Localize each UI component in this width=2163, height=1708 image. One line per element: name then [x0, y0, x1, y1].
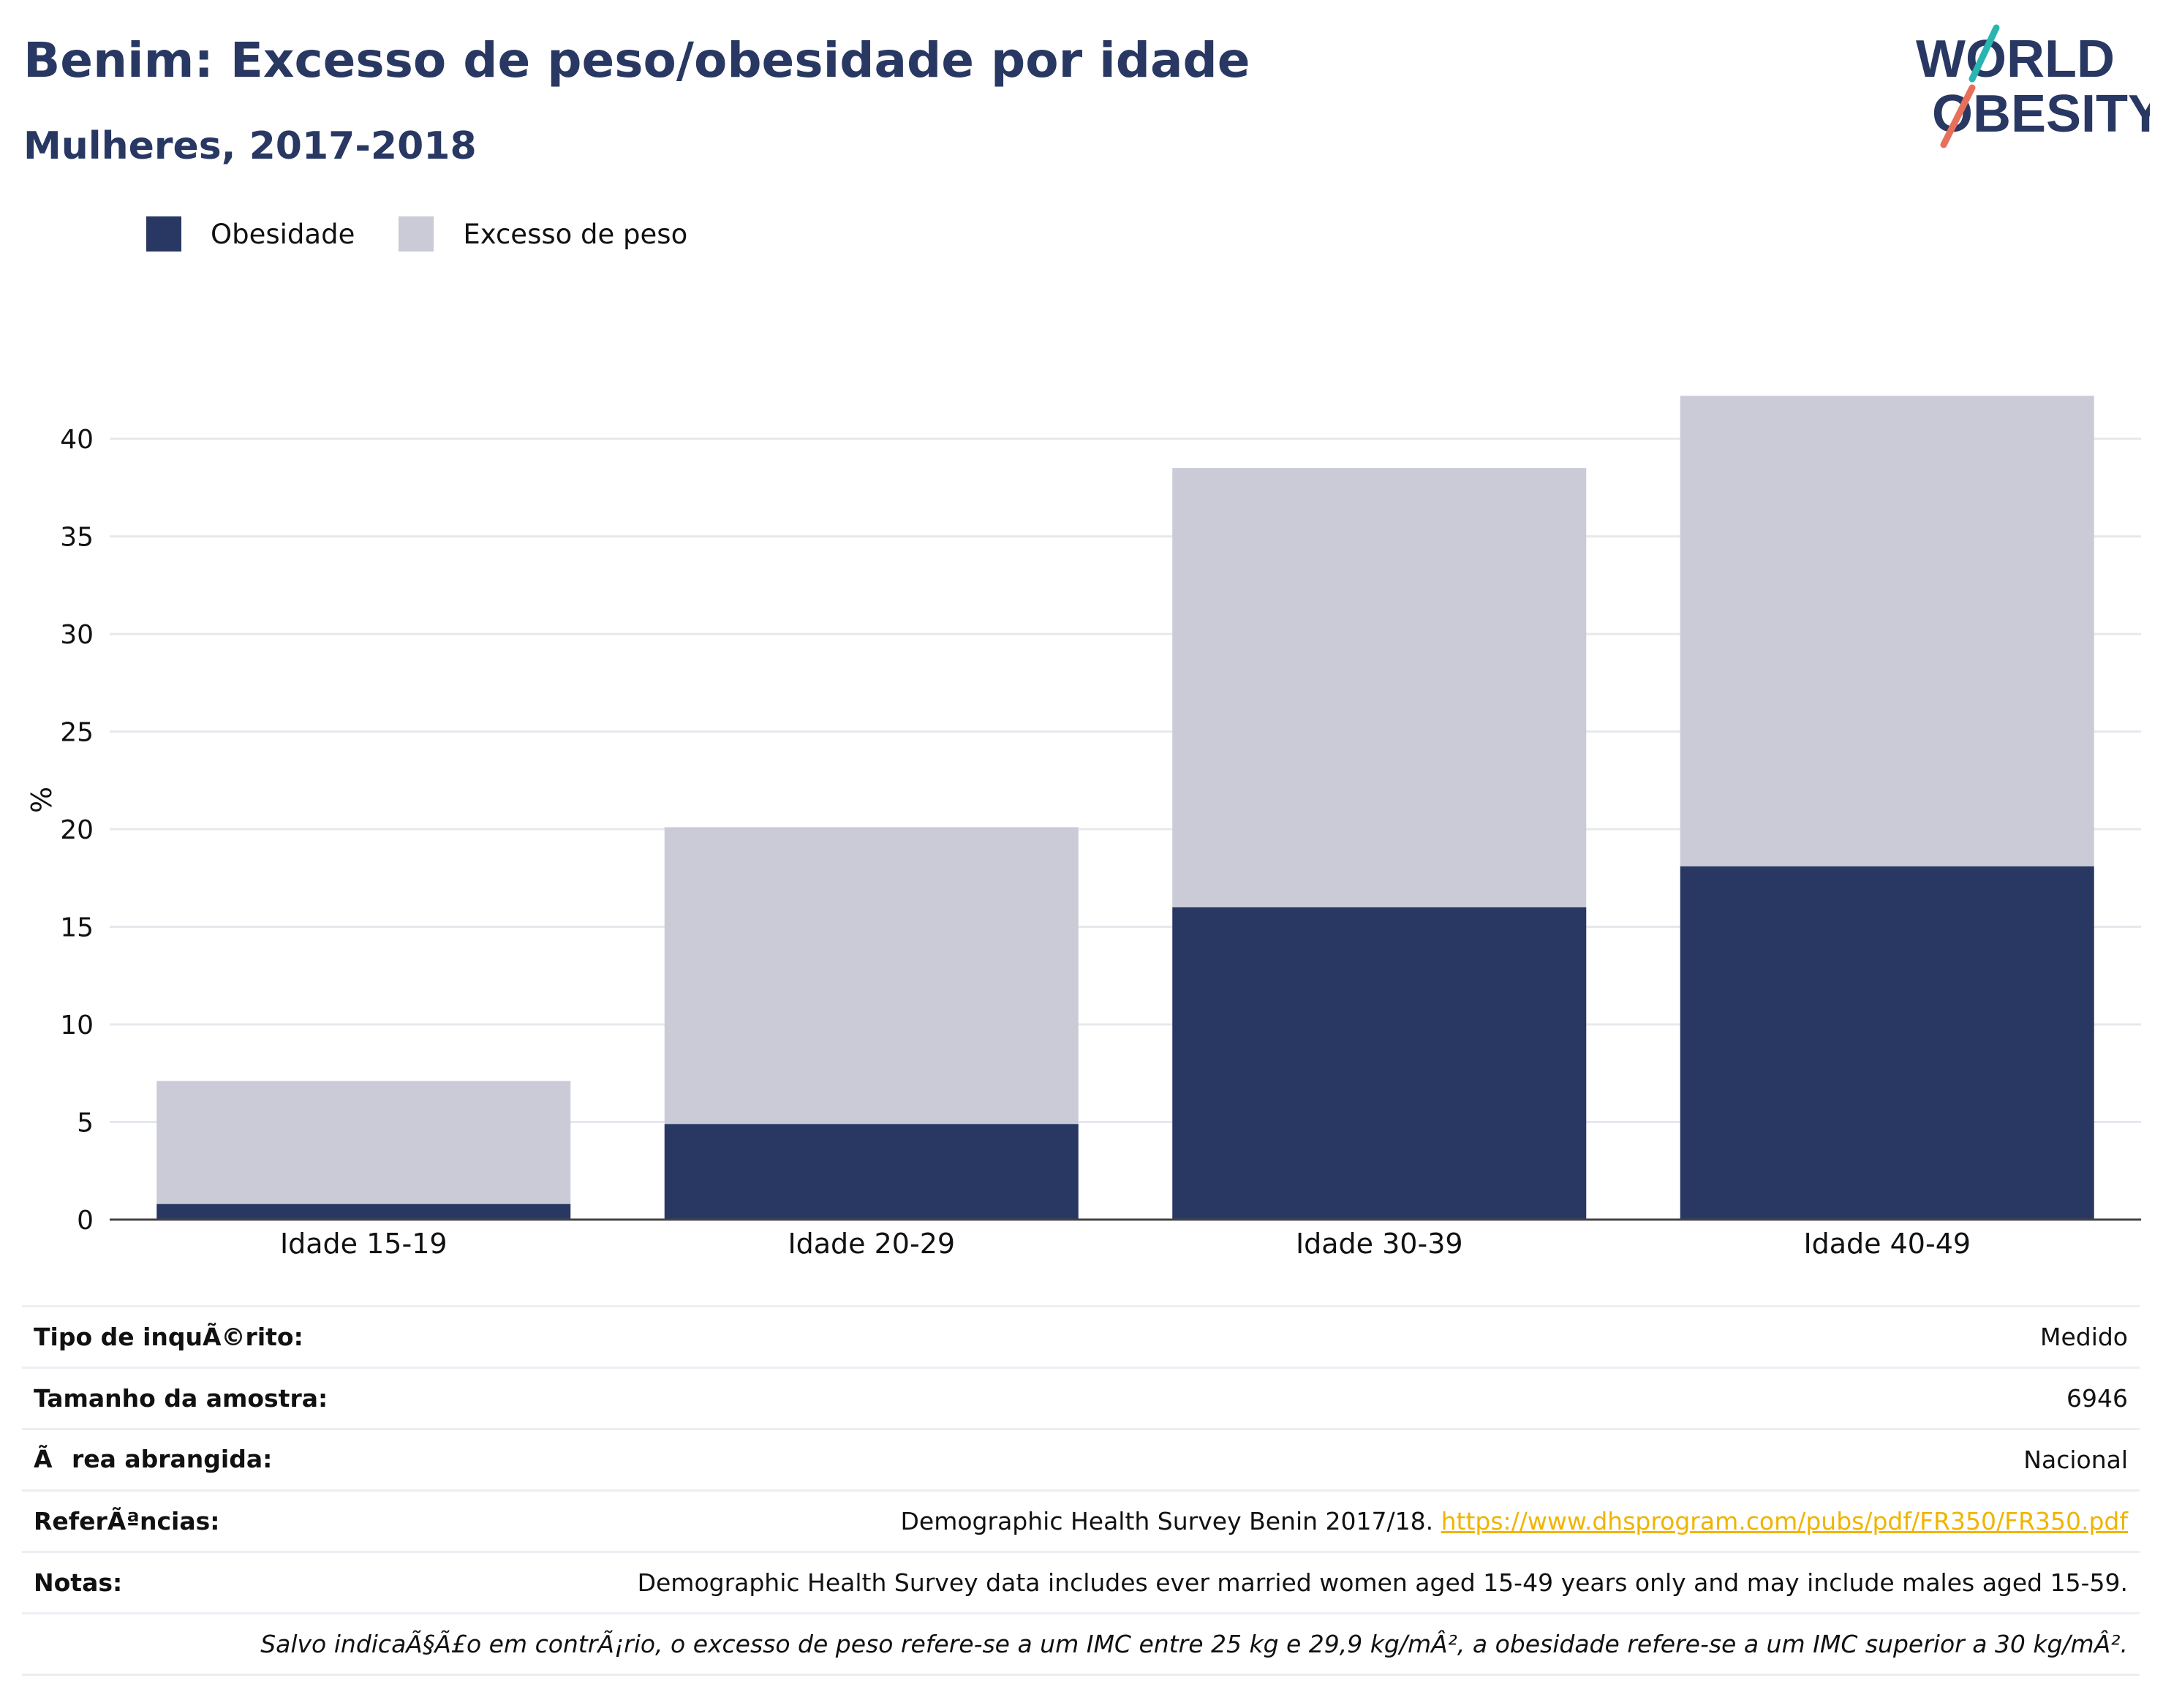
- info-row-footnote: Salvo indicaÃ§Ã£o em contrÃ¡rio, o exces…: [22, 1612, 2140, 1676]
- bar-obesidade: [156, 1203, 571, 1220]
- survey-type-label: Tipo de inquÃ©rito:: [34, 1323, 303, 1351]
- y-tick-label: 40: [60, 425, 94, 455]
- y-tick-label: 5: [77, 1108, 94, 1138]
- chart-title: Benim: Excesso de peso/obesidade por ida…: [23, 32, 1250, 88]
- info-row-notes: Notas: Demographic Health Survey data in…: [22, 1551, 2140, 1612]
- y-tick-label: 25: [60, 718, 94, 748]
- references-text: Demographic Health Survey Benin 2017/18.: [900, 1507, 1434, 1535]
- notes-value: Demographic Health Survey data includes …: [637, 1568, 2128, 1597]
- logo-line1: WORLD: [1916, 30, 2115, 88]
- chart-subtitle: Mulheres, 2017-2018: [23, 124, 477, 168]
- info-row-area: Ãrea abrangida: Nacional: [22, 1428, 2140, 1489]
- sample-size-value: 6946: [2066, 1384, 2128, 1413]
- x-tick-label: Idade 30-39: [1296, 1228, 1463, 1260]
- bar-obesidade: [1172, 907, 1587, 1220]
- notes-label: Notas:: [34, 1568, 123, 1597]
- legend-item-obesidade: Obesidade: [146, 216, 355, 252]
- bar-excesso-de-peso: [1172, 468, 1587, 907]
- logo-line2: OBESITY: [1932, 85, 2150, 143]
- bar-excesso-de-peso: [1680, 396, 2094, 866]
- legend-label-obesidade: Obesidade: [211, 218, 355, 250]
- y-tick-label: 0: [77, 1206, 94, 1236]
- survey-type-value: Medido: [2039, 1323, 2128, 1351]
- legend-swatch-obesidade: [146, 216, 181, 252]
- y-tick-label: 35: [60, 523, 94, 553]
- info-row-survey-type: Tipo de inquÃ©rito: Medido: [22, 1305, 2140, 1367]
- legend-label-excesso-de-peso: Excesso de peso: [463, 218, 688, 250]
- bar-chart: 0 5 10 15 20 25 30 35 40% Idade 15-19 Idade 20-29 I…: [26, 396, 2141, 1260]
- references-label: ReferÃªncias:: [34, 1507, 220, 1535]
- y-tick-label: 20: [60, 815, 94, 845]
- world-obesity-logo: WORLD OBESITY: [1916, 24, 2150, 148]
- references-value: Demographic Health Survey Benin 2017/18.…: [901, 1507, 2129, 1535]
- bar-excesso-de-peso: [664, 827, 1079, 1125]
- sample-size-label: Tamanho da amostra:: [34, 1384, 328, 1413]
- bar-obesidade: [664, 1124, 1079, 1220]
- info-table: Tipo de inquÃ©rito: Medido Tamanho da am…: [22, 1305, 2140, 1676]
- x-tick-label: Idade 20-29: [788, 1228, 955, 1260]
- info-row-sample-size: Tamanho da amostra: 6946: [22, 1367, 2140, 1428]
- legend-item-excesso-de-peso: Excesso de peso: [399, 216, 687, 252]
- y-tick-label: 10: [60, 1010, 94, 1040]
- x-tick-label: Idade 40-49: [1803, 1228, 1971, 1260]
- area-value: Nacional: [2023, 1446, 2128, 1474]
- info-row-references: ReferÃªncias: Demographic Health Survey …: [22, 1489, 2140, 1551]
- y-tick-label: 30: [60, 620, 94, 650]
- y-tick-label: 15: [60, 913, 94, 943]
- footnote-text: Salvo indicaÃ§Ã£o em contrÃ¡rio, o exces…: [260, 1630, 2128, 1658]
- y-axis-label: %: [26, 787, 58, 813]
- bar-obesidade: [1680, 866, 2094, 1220]
- bar-excesso-de-peso: [156, 1081, 571, 1204]
- x-tick-label: Idade 15-19: [280, 1228, 448, 1260]
- references-link[interactable]: https://www.dhsprogram.com/pubs/pdf/FR35…: [1441, 1507, 2128, 1535]
- area-label: Ãrea abrangida:: [34, 1444, 273, 1473]
- legend-swatch-excesso-de-peso: [399, 216, 434, 252]
- chart-legend: Obesidade Excesso de peso: [146, 216, 731, 252]
